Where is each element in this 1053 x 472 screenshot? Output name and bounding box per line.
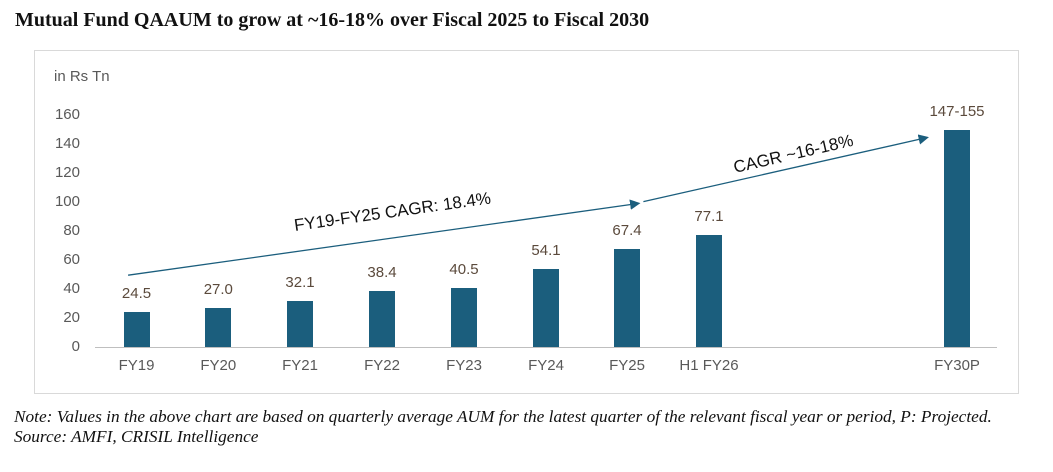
svg-text:CAGR ~16-18%: CAGR ~16-18% xyxy=(732,131,856,177)
svg-text:FY19-FY25 CAGR: 18.4%: FY19-FY25 CAGR: 18.4% xyxy=(293,189,492,235)
